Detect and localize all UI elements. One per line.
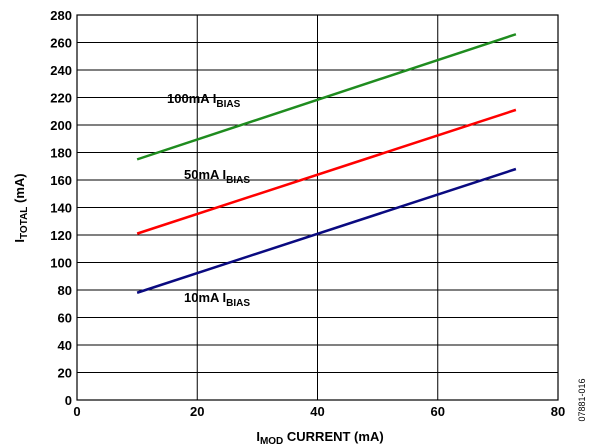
- y-tick-label: 220: [50, 91, 72, 106]
- y-tick-label: 20: [58, 366, 72, 381]
- y-axis-label: ITOTAL (mA): [12, 173, 30, 242]
- x-tick-label: 20: [190, 404, 204, 419]
- series-lines: [136, 33, 517, 294]
- y-tick-label: 0: [65, 393, 72, 408]
- series-label-100ma: 100mA IBIAS: [167, 91, 241, 110]
- series-label-50ma: 50mA IBIAS: [184, 167, 250, 186]
- x-tick-label: 60: [431, 404, 445, 419]
- y-tick-label: 160: [50, 173, 72, 188]
- y-tick-label: 80: [58, 283, 72, 298]
- figure-code: 07881-016: [577, 378, 587, 421]
- x-tick-label: 0: [73, 404, 80, 419]
- x-tick-label: 80: [551, 404, 565, 419]
- y-tick-label: 140: [50, 201, 72, 216]
- y-tick-label: 280: [50, 8, 72, 23]
- series-line-2: [136, 167, 517, 294]
- y-tick-label: 200: [50, 118, 72, 133]
- series-label-10ma: 10mA IBIAS: [184, 290, 250, 309]
- y-tick-label: 40: [58, 338, 72, 353]
- series-line-0: [136, 33, 517, 161]
- y-tick-label: 100: [50, 256, 72, 271]
- y-tick-label: 60: [58, 311, 72, 326]
- y-tick-label: 260: [50, 36, 72, 51]
- grid: [76, 14, 559, 401]
- y-tick-label: 120: [50, 228, 72, 243]
- tick-labels: 0 20 40 60 80 100 120 140 160 180 200 220 240 260 280 0…: [50, 8, 565, 419]
- series-line-1: [136, 108, 517, 235]
- x-axis-label: IMOD CURRENT (mA): [256, 429, 383, 446]
- y-tick-label: 240: [50, 63, 72, 78]
- x-tick-label: 40: [310, 404, 324, 419]
- y-tick-label: 180: [50, 146, 72, 161]
